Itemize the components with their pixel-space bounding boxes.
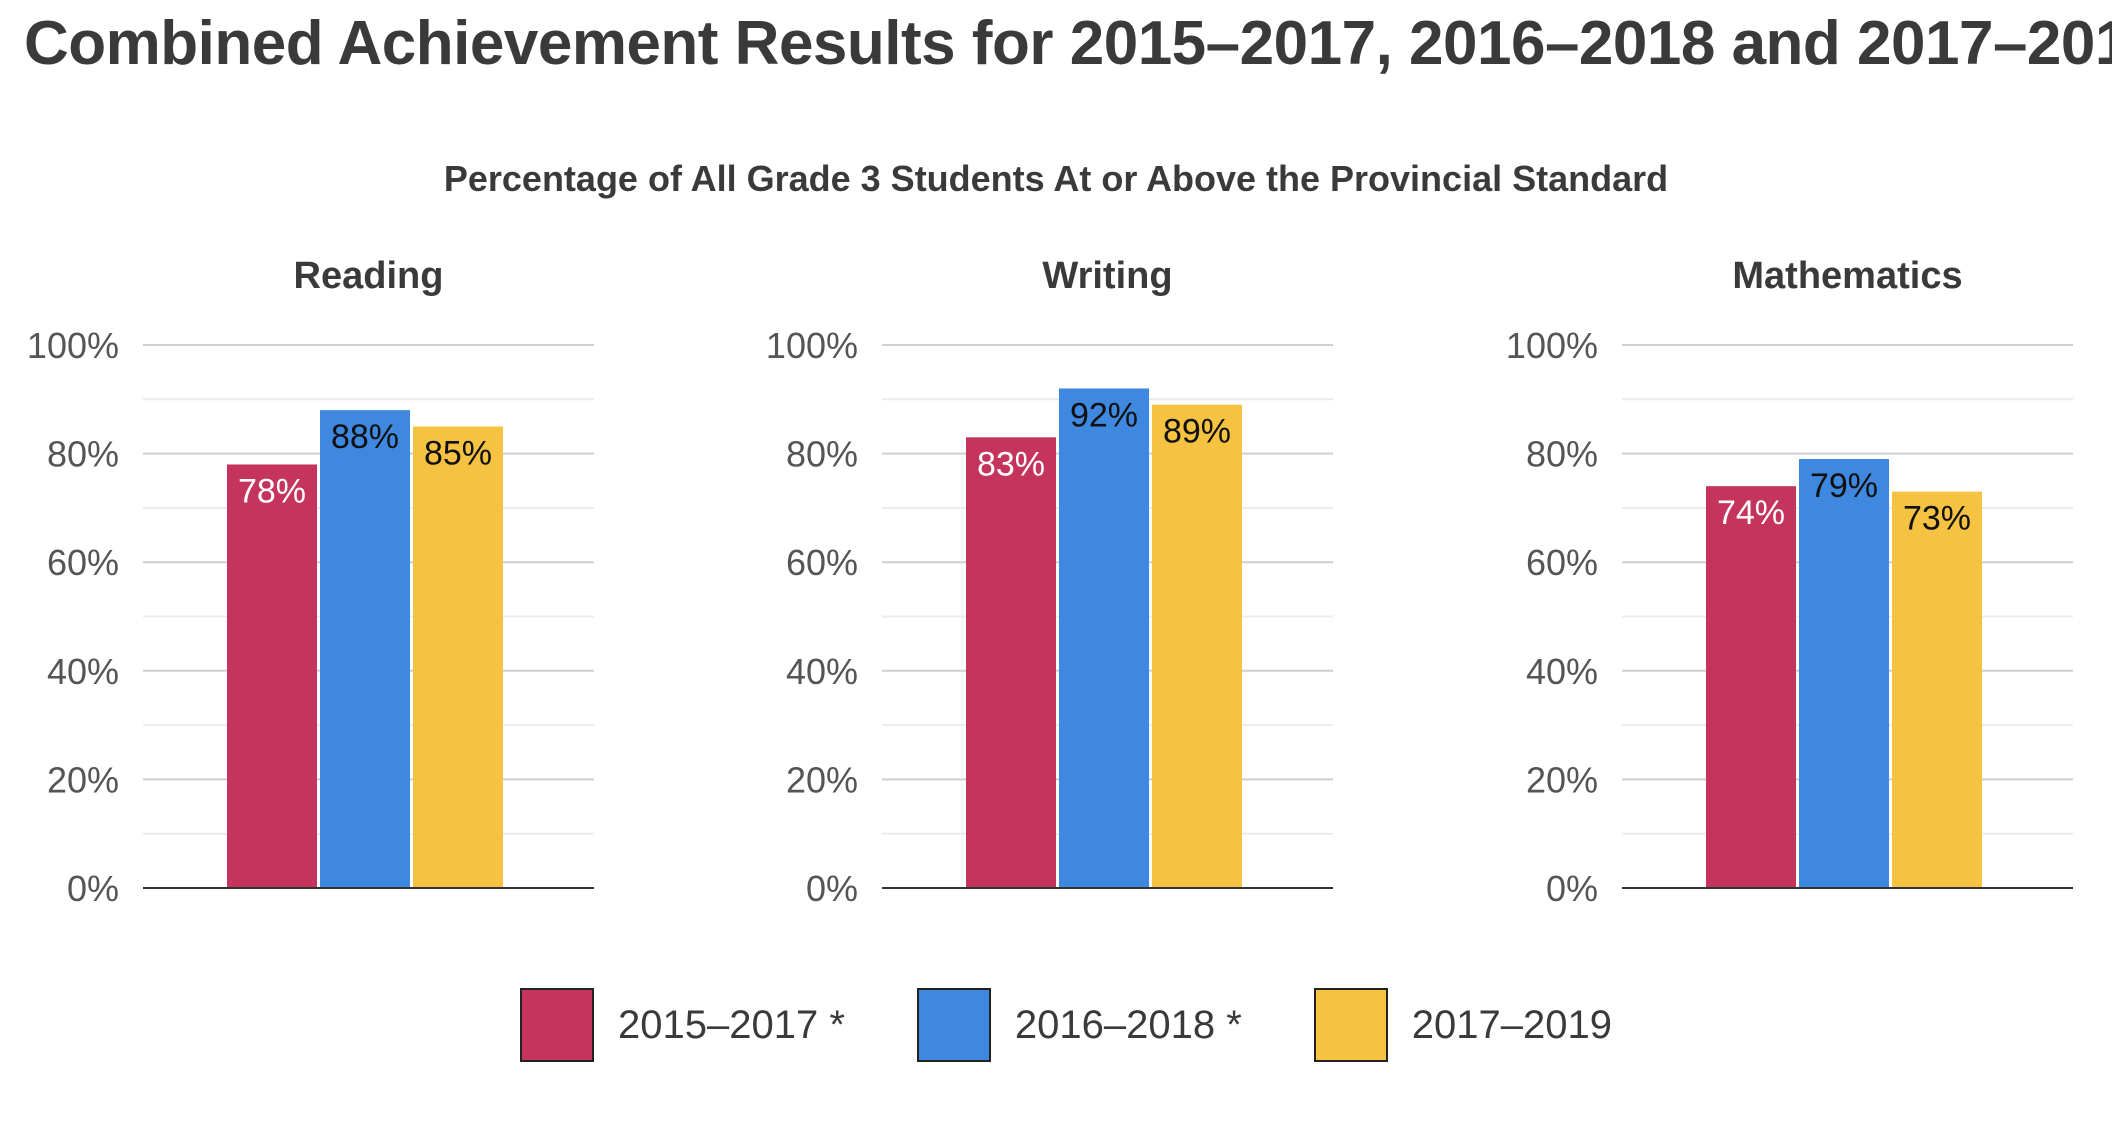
panel-3-y-tick-label: 60% xyxy=(1526,542,1598,583)
panel-1-data-label-series-1: 78% xyxy=(238,472,306,510)
panel-2-y-tick-label: 40% xyxy=(786,651,858,692)
chart-legend: 2015–2017 * 2016–2018 * 2017–2019 xyxy=(0,985,2112,1065)
panel-1-y-tick-label: 20% xyxy=(47,759,119,800)
panel-2-y-tick-label: 100% xyxy=(766,325,858,366)
panel-2-bar-series-2 xyxy=(1059,388,1149,888)
legend-item-series-3: 2017–2019 xyxy=(1313,988,1613,1062)
panel-1-y-tick-label: 40% xyxy=(47,651,119,692)
panel-2-bar-series-3 xyxy=(1152,404,1242,888)
panel-2-data-label-series-2: 92% xyxy=(1070,396,1138,434)
panel-2-data-label-series-3: 89% xyxy=(1163,413,1231,451)
panel-3-data-label-series-3: 73% xyxy=(1903,500,1971,538)
panel-2-data-label-series-1: 83% xyxy=(977,445,1045,483)
legend-swatch-series-2 xyxy=(916,988,991,1062)
legend-item-series-1: 2015–2017 * xyxy=(519,988,845,1062)
panel-1-bar-series-3 xyxy=(413,426,503,888)
panel-1-data-label-series-2: 88% xyxy=(331,418,399,456)
panel-1-y-tick-label: 80% xyxy=(47,434,119,475)
panel-1-title: Reading xyxy=(294,255,444,297)
panel-3-y-tick-label: 40% xyxy=(1526,651,1598,692)
panel-3-bar-series-2 xyxy=(1799,459,1889,888)
panel-3-data-label-series-1: 74% xyxy=(1717,494,1785,532)
panel-3-bar-series-1 xyxy=(1706,486,1796,888)
panel-1-bar-series-2 xyxy=(320,410,410,888)
page-title: Combined Achievement Results for 2015–20… xyxy=(24,9,2112,78)
panel-1-y-tick-label: 100% xyxy=(27,325,119,366)
panel-3-bar-series-3 xyxy=(1892,491,1982,888)
panel-2-title: Writing xyxy=(1042,255,1172,297)
legend-item-series-2: 2016–2018 * xyxy=(916,988,1242,1062)
panel-2-y-tick-label: 20% xyxy=(786,759,858,800)
legend-label-series-1: 2015–2017 * xyxy=(617,1002,845,1047)
panel-2-y-tick-label: 0% xyxy=(806,868,858,909)
panel-2-y-tick-label: 80% xyxy=(786,434,858,475)
panel-2-y-tick-label: 60% xyxy=(786,542,858,583)
panel-3-y-tick-label: 0% xyxy=(1546,868,1598,909)
panel-3-y-tick-label: 100% xyxy=(1506,325,1598,366)
panel-3-y-tick-label: 20% xyxy=(1526,759,1598,800)
panel-1-y-tick-label: 0% xyxy=(67,868,119,909)
panel-1-y-tick-label: 60% xyxy=(47,542,119,583)
panel-3-y-tick-label: 80% xyxy=(1526,434,1598,475)
panel-3-data-label-series-2: 79% xyxy=(1810,467,1878,505)
panel-1-data-label-series-3: 85% xyxy=(424,434,492,472)
chart-subtitle: Percentage of All Grade 3 Students At or… xyxy=(443,158,1669,199)
panel-1-bar-series-1 xyxy=(227,464,317,888)
panel-2-bar-series-1 xyxy=(966,437,1056,888)
legend-swatch-series-3 xyxy=(1313,988,1388,1062)
legend-label-series-3: 2017–2019 xyxy=(1411,1002,1613,1047)
legend-swatch-series-1 xyxy=(519,988,594,1062)
legend-label-series-2: 2016–2018 * xyxy=(1014,1002,1242,1047)
panel-3-title: Mathematics xyxy=(1732,255,1962,297)
